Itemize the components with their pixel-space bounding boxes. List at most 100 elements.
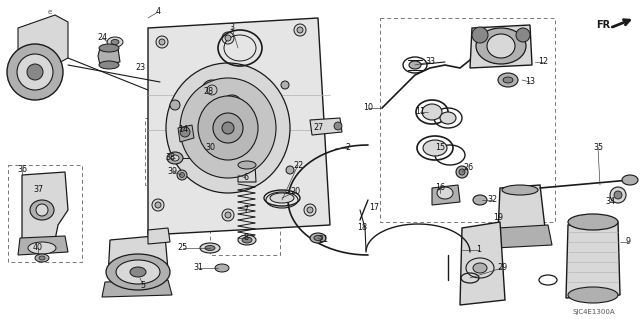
Ellipse shape bbox=[456, 166, 468, 178]
Text: 4: 4 bbox=[156, 8, 161, 17]
Text: 28: 28 bbox=[203, 87, 213, 97]
Ellipse shape bbox=[473, 195, 487, 205]
Ellipse shape bbox=[294, 24, 306, 36]
Ellipse shape bbox=[156, 36, 168, 48]
Text: 31: 31 bbox=[193, 263, 203, 272]
Ellipse shape bbox=[7, 44, 63, 100]
Ellipse shape bbox=[304, 204, 316, 216]
Ellipse shape bbox=[225, 212, 231, 218]
Text: 14: 14 bbox=[178, 125, 188, 135]
Text: 29: 29 bbox=[497, 263, 507, 272]
Text: 8: 8 bbox=[243, 234, 248, 242]
Text: 10: 10 bbox=[363, 103, 373, 113]
Text: 22: 22 bbox=[293, 160, 303, 169]
Ellipse shape bbox=[314, 235, 322, 241]
Text: 26: 26 bbox=[463, 164, 473, 173]
Ellipse shape bbox=[167, 152, 183, 164]
Text: 1: 1 bbox=[477, 246, 481, 255]
Text: 33: 33 bbox=[425, 57, 435, 66]
Polygon shape bbox=[102, 280, 172, 297]
Ellipse shape bbox=[286, 166, 294, 174]
Ellipse shape bbox=[171, 155, 179, 161]
Ellipse shape bbox=[17, 54, 53, 90]
Text: e: e bbox=[48, 9, 52, 15]
Text: 25: 25 bbox=[178, 243, 188, 253]
Ellipse shape bbox=[422, 104, 442, 120]
Text: 20: 20 bbox=[290, 188, 300, 197]
Ellipse shape bbox=[155, 202, 161, 208]
Ellipse shape bbox=[409, 61, 421, 69]
Ellipse shape bbox=[503, 77, 513, 83]
Ellipse shape bbox=[222, 122, 234, 134]
Text: 32: 32 bbox=[487, 196, 497, 204]
Ellipse shape bbox=[242, 237, 252, 243]
Polygon shape bbox=[108, 235, 168, 278]
Ellipse shape bbox=[222, 32, 234, 44]
Ellipse shape bbox=[466, 258, 494, 278]
Polygon shape bbox=[495, 225, 552, 248]
Ellipse shape bbox=[200, 243, 220, 253]
Text: 15: 15 bbox=[435, 144, 445, 152]
Ellipse shape bbox=[180, 127, 190, 137]
Text: 2: 2 bbox=[346, 144, 351, 152]
Ellipse shape bbox=[310, 233, 326, 243]
Ellipse shape bbox=[614, 191, 622, 199]
Ellipse shape bbox=[307, 207, 313, 213]
Ellipse shape bbox=[35, 254, 49, 262]
Ellipse shape bbox=[159, 39, 165, 45]
Text: 39: 39 bbox=[167, 167, 177, 176]
Ellipse shape bbox=[205, 246, 215, 250]
Text: 19: 19 bbox=[493, 213, 503, 222]
Text: 34: 34 bbox=[605, 197, 615, 206]
Text: 21: 21 bbox=[318, 235, 328, 244]
Ellipse shape bbox=[459, 169, 465, 175]
Ellipse shape bbox=[437, 187, 453, 199]
Ellipse shape bbox=[297, 27, 303, 33]
Text: 9: 9 bbox=[625, 238, 630, 247]
Text: 18: 18 bbox=[357, 224, 367, 233]
Ellipse shape bbox=[622, 175, 638, 185]
Ellipse shape bbox=[116, 260, 160, 284]
Ellipse shape bbox=[166, 63, 290, 193]
Ellipse shape bbox=[222, 209, 234, 221]
Text: FR.: FR. bbox=[596, 20, 614, 30]
Ellipse shape bbox=[476, 28, 526, 64]
Ellipse shape bbox=[107, 37, 123, 47]
Polygon shape bbox=[148, 228, 170, 244]
Polygon shape bbox=[18, 236, 68, 255]
Ellipse shape bbox=[213, 113, 243, 143]
Ellipse shape bbox=[215, 264, 229, 272]
Ellipse shape bbox=[568, 287, 618, 303]
Ellipse shape bbox=[130, 267, 146, 277]
Text: 11: 11 bbox=[415, 108, 425, 116]
Ellipse shape bbox=[99, 61, 119, 69]
Ellipse shape bbox=[39, 256, 45, 260]
Ellipse shape bbox=[30, 200, 54, 220]
Polygon shape bbox=[566, 222, 620, 298]
Text: 17: 17 bbox=[369, 204, 379, 212]
Ellipse shape bbox=[28, 242, 56, 254]
Ellipse shape bbox=[177, 170, 187, 180]
Ellipse shape bbox=[106, 254, 170, 290]
Ellipse shape bbox=[473, 263, 487, 273]
Text: 35: 35 bbox=[593, 144, 603, 152]
Ellipse shape bbox=[180, 78, 276, 178]
Ellipse shape bbox=[238, 235, 256, 245]
Polygon shape bbox=[432, 185, 460, 205]
Text: 27: 27 bbox=[313, 123, 323, 132]
Polygon shape bbox=[238, 165, 256, 182]
Polygon shape bbox=[22, 172, 68, 242]
Ellipse shape bbox=[99, 44, 119, 52]
Ellipse shape bbox=[36, 204, 48, 216]
Ellipse shape bbox=[179, 173, 184, 177]
Polygon shape bbox=[18, 15, 68, 65]
Polygon shape bbox=[178, 125, 194, 142]
Text: 5: 5 bbox=[140, 280, 145, 290]
Text: 16: 16 bbox=[435, 183, 445, 192]
Text: 36: 36 bbox=[17, 166, 27, 174]
Polygon shape bbox=[460, 222, 505, 305]
Polygon shape bbox=[498, 185, 545, 232]
Ellipse shape bbox=[27, 64, 43, 80]
Ellipse shape bbox=[202, 80, 222, 100]
Polygon shape bbox=[470, 25, 532, 68]
